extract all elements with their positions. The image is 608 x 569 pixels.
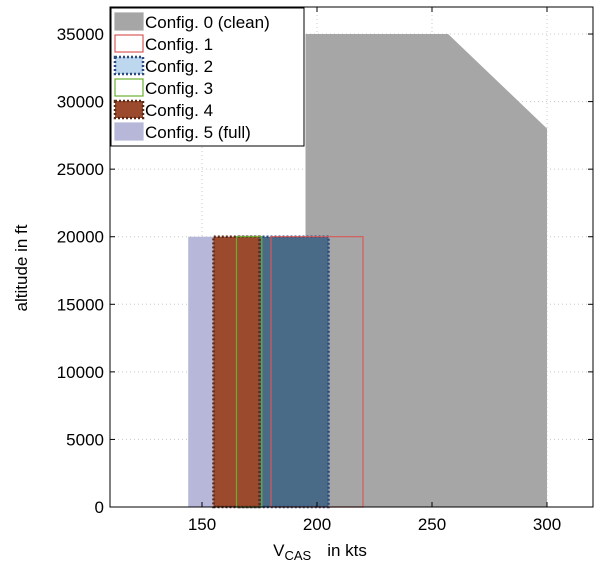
legend-swatch — [114, 34, 144, 53]
x-axis-title-rest: in kts — [327, 541, 367, 560]
y-axis-title: altitude in ft — [12, 224, 31, 311]
y-tick-label: 35000 — [57, 25, 104, 44]
y-tick-label: 25000 — [57, 160, 104, 179]
series-areas — [188, 34, 547, 509]
y-tick-label: 20000 — [57, 228, 104, 247]
legend-label: Config. 0 (clean) — [145, 13, 270, 32]
legend-label: Config. 3 — [145, 79, 213, 98]
legend: Config. 0 (clean) Config. 1 Config. 2 Confi… — [110, 7, 305, 147]
y-axis: 0 5000 10000 15000 20000 25000 30000 35000 — [57, 25, 593, 517]
legend-swatch — [114, 78, 144, 97]
series-config-0-clean — [305, 34, 547, 507]
legend-label: Config. 4 — [145, 101, 213, 120]
y-tick-label: 15000 — [57, 295, 104, 314]
x-axis-title-sub: CAS — [284, 548, 311, 563]
legend-label: Config. 5 (full) — [145, 123, 251, 142]
y-tick-label: 0 — [95, 498, 104, 517]
x-axis-title: VCAS in kts — [273, 541, 367, 563]
legend-swatch — [114, 12, 144, 31]
legend-label: Config. 2 — [145, 57, 213, 76]
legend-swatch — [113, 99, 145, 120]
legend-swatch — [113, 55, 145, 76]
x-tick-label: 200 — [303, 515, 331, 534]
x-tick-label: 150 — [188, 515, 216, 534]
legend-label: Config. 1 — [145, 35, 213, 54]
y-tick-label: 5000 — [66, 430, 104, 449]
x-tick-label: 300 — [533, 515, 561, 534]
axes-box — [109, 6, 594, 508]
x-tick-label: 250 — [418, 515, 446, 534]
legend-swatch — [114, 122, 144, 141]
x-axis: 150 200 250 300 — [188, 7, 561, 534]
x-axis-title-main: V — [273, 541, 285, 560]
plot-frame — [109, 6, 594, 508]
y-tick-label: 30000 — [57, 93, 104, 112]
y-tick-label: 10000 — [57, 363, 104, 382]
